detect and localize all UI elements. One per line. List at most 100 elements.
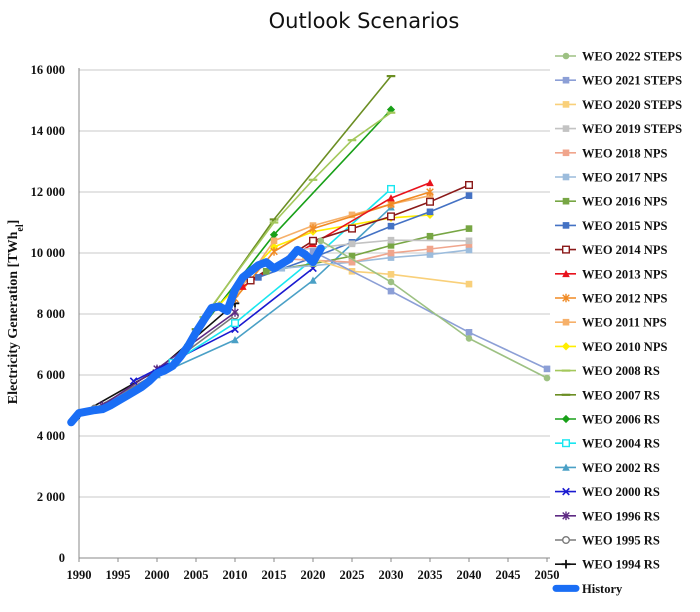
data-point bbox=[465, 335, 473, 342]
data-point bbox=[387, 287, 395, 295]
legend-marker bbox=[562, 511, 570, 521]
x-axis-ticks: 1990 1995 2000 2005 2010 2015 2020 2025 2030 2035… bbox=[67, 568, 560, 582]
x-tick-label: 2045 bbox=[496, 568, 521, 582]
data-point bbox=[387, 242, 395, 249]
data-point bbox=[465, 329, 473, 336]
data-point bbox=[348, 224, 357, 233]
legend-label: WEO 2015 NPS bbox=[582, 219, 667, 233]
data-point bbox=[387, 249, 395, 257]
legend-item: WEO 2022 STEPS bbox=[555, 50, 682, 64]
data-point bbox=[309, 224, 317, 233]
y-tick-label: 10 000 bbox=[31, 246, 65, 260]
data-point bbox=[387, 236, 395, 244]
legend-label: WEO 2021 STEPS bbox=[582, 74, 682, 88]
x-tick-label: 2005 bbox=[184, 568, 209, 582]
data-point bbox=[270, 237, 278, 245]
x-tick-label: 2040 bbox=[457, 568, 482, 582]
series-weo-2006-rs bbox=[184, 105, 396, 349]
data-point bbox=[262, 268, 270, 275]
x-tick-label: 2000 bbox=[145, 568, 170, 582]
legend-label: WEO 2013 NPS bbox=[582, 267, 667, 281]
legend-item: WEO 2014 NPS bbox=[555, 243, 667, 257]
data-point bbox=[465, 280, 473, 288]
legend-label: WEO 1996 RS bbox=[582, 509, 660, 523]
legend-marker bbox=[562, 269, 570, 278]
series-line bbox=[249, 184, 470, 282]
data-point bbox=[387, 194, 395, 202]
series-line bbox=[195, 75, 392, 331]
legend-marker bbox=[562, 173, 570, 181]
y-tick-label: 2 000 bbox=[37, 490, 65, 504]
data-point bbox=[426, 187, 434, 197]
legend-item: WEO 2012 NPS bbox=[555, 292, 667, 306]
legend-marker bbox=[561, 559, 571, 569]
data-point bbox=[426, 251, 434, 258]
legend-item: WEO 2017 NPS bbox=[555, 171, 667, 185]
legend-label: WEO 2006 RS bbox=[582, 413, 660, 427]
series-weo-2021-steps bbox=[309, 248, 551, 373]
x-tick-label: 2015 bbox=[262, 568, 287, 582]
series-weo-2008-rs bbox=[199, 111, 396, 319]
legend-marker bbox=[562, 439, 571, 448]
data-point bbox=[239, 282, 247, 290]
x-tick-label: 2035 bbox=[418, 568, 443, 582]
data-point bbox=[465, 192, 473, 199]
y-tick-label: 0 bbox=[59, 551, 65, 565]
legend-marker bbox=[562, 487, 570, 496]
legend-label: History bbox=[582, 582, 623, 596]
legend-item: WEO 2016 NPS bbox=[555, 195, 667, 209]
series-line bbox=[257, 194, 470, 279]
legend-marker bbox=[562, 149, 570, 157]
legend-label: WEO 2020 STEPS bbox=[582, 98, 682, 112]
data-point bbox=[387, 222, 395, 230]
x-tick-label: 2030 bbox=[379, 568, 404, 582]
legend-label: WEO 1994 RS bbox=[582, 558, 660, 572]
legend-item: WEO 1996 RS bbox=[555, 509, 660, 523]
x-tick-label: 1995 bbox=[106, 568, 131, 582]
legend: WEO 2022 STEPS WEO 2021 STEPS WEO 2020 STE… bbox=[552, 50, 682, 596]
data-point bbox=[465, 241, 473, 248]
x-tick-label: 2020 bbox=[301, 568, 326, 582]
series-weo-2014-nps bbox=[246, 180, 474, 285]
legend-label: WEO 2014 NPS bbox=[582, 243, 667, 257]
series-line bbox=[265, 227, 470, 273]
series-weo-1994-rs bbox=[74, 299, 240, 419]
legend-item: WEO 2020 STEPS bbox=[555, 98, 682, 112]
legend-label: WEO 2008 RS bbox=[582, 364, 660, 378]
legend-marker bbox=[562, 222, 570, 229]
x-tick-label: 2050 bbox=[535, 568, 560, 582]
legend-item: WEO 2015 NPS bbox=[555, 219, 667, 233]
legend-label: WEO 2000 RS bbox=[582, 485, 660, 499]
data-point bbox=[269, 230, 279, 239]
legend-item: WEO 1994 RS bbox=[555, 558, 660, 572]
legend-item: WEO 1995 RS bbox=[555, 534, 660, 548]
data-point bbox=[426, 232, 434, 240]
data-point bbox=[543, 374, 551, 382]
legend-label: WEO 2017 NPS bbox=[582, 171, 667, 185]
legend-marker bbox=[561, 342, 571, 351]
plot-area bbox=[67, 75, 551, 427]
series-line bbox=[67, 244, 325, 427]
data-point bbox=[387, 271, 395, 278]
legend-marker bbox=[562, 536, 571, 545]
legend-label: WEO 2022 STEPS bbox=[582, 50, 682, 64]
data-point bbox=[465, 225, 473, 232]
data-point bbox=[348, 240, 356, 248]
y-tick-label: 16 000 bbox=[31, 63, 65, 77]
legend-marker bbox=[562, 101, 570, 108]
series-line bbox=[312, 250, 548, 370]
data-point bbox=[543, 365, 551, 373]
data-point bbox=[231, 336, 239, 344]
legend-marker bbox=[562, 318, 570, 326]
data-point bbox=[246, 276, 255, 285]
legend-marker bbox=[562, 463, 570, 471]
chart-title: Outlook Scenarios bbox=[269, 9, 460, 33]
legend-item: WEO 2007 RS bbox=[555, 388, 660, 402]
legend-marker bbox=[562, 125, 570, 132]
legend-marker bbox=[562, 52, 570, 60]
data-point bbox=[465, 237, 473, 245]
legend-item: WEO 2006 RS bbox=[555, 413, 660, 427]
data-point bbox=[387, 278, 395, 286]
legend-label: WEO 2016 NPS bbox=[582, 195, 667, 209]
